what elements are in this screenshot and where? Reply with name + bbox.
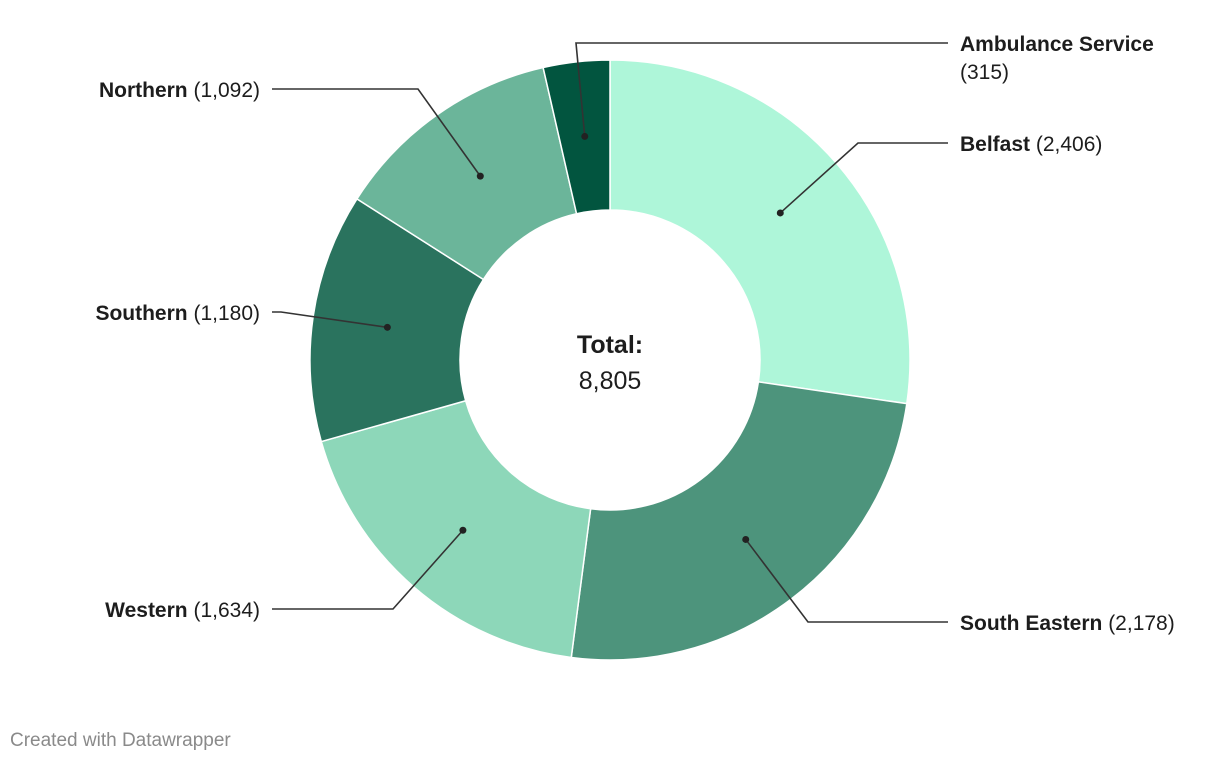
leader-dot-southern [383,323,391,331]
slice-label-northern: Northern (1,092) [99,79,260,102]
slice-label-southern: Southern (1,180) [95,302,260,325]
slice-label-ambulance-service: Ambulance Service (315) [960,33,1154,84]
leader-line-western [272,529,464,610]
slice-label-western: Western (1,634) [105,599,260,622]
slice-ambulance-service [542,59,611,215]
credit-text: Created with Datawrapper [10,730,231,751]
slice-south-eastern [570,380,908,661]
slice-name-northern: Northern [99,79,188,102]
leader-dot-south-eastern [742,535,750,543]
leader-dot-ambulance-service [581,132,589,140]
slice-value-southern: (1,180) [188,302,260,325]
leader-line-northern [272,88,481,177]
leader-line-southern [272,311,388,329]
slice-label-belfast: Belfast (2,406) [960,133,1102,156]
slice-northern [355,66,578,281]
leader-line-ambulance-service [575,42,948,137]
slice-value-belfast: (2,406) [1030,133,1102,156]
leader-dot-belfast [776,209,784,217]
slice-name-belfast: Belfast [960,133,1030,156]
leader-dot-western [459,526,467,534]
slice-western [320,399,592,659]
slice-label-south-eastern: South Eastern (2,178) [960,612,1175,635]
slice-name-western: Western [105,599,187,622]
leader-lines [272,42,948,623]
slice-name-ambulance-service: Ambulance Service [960,33,1154,56]
leader-dot-northern [476,172,484,180]
center-title: Total: [577,331,643,359]
slice-value-western: (1,634) [188,599,260,622]
leader-line-belfast [779,142,948,214]
slice-value-northern: (1,092) [188,79,260,102]
center-value: 8,805 [579,367,642,395]
slice-value-ambulance-service: (315) [960,61,1009,84]
slice-southern [309,197,485,443]
slice-name-southern: Southern [95,302,187,325]
slice-name-south-eastern: South Eastern [960,612,1102,635]
slice-belfast [609,59,911,405]
slice-labels: Belfast (2,406) South Eastern (2,178) West… [95,33,1174,635]
slices [309,59,911,661]
slice-value-south-eastern: (2,178) [1102,612,1174,635]
leader-line-south-eastern [745,538,948,623]
